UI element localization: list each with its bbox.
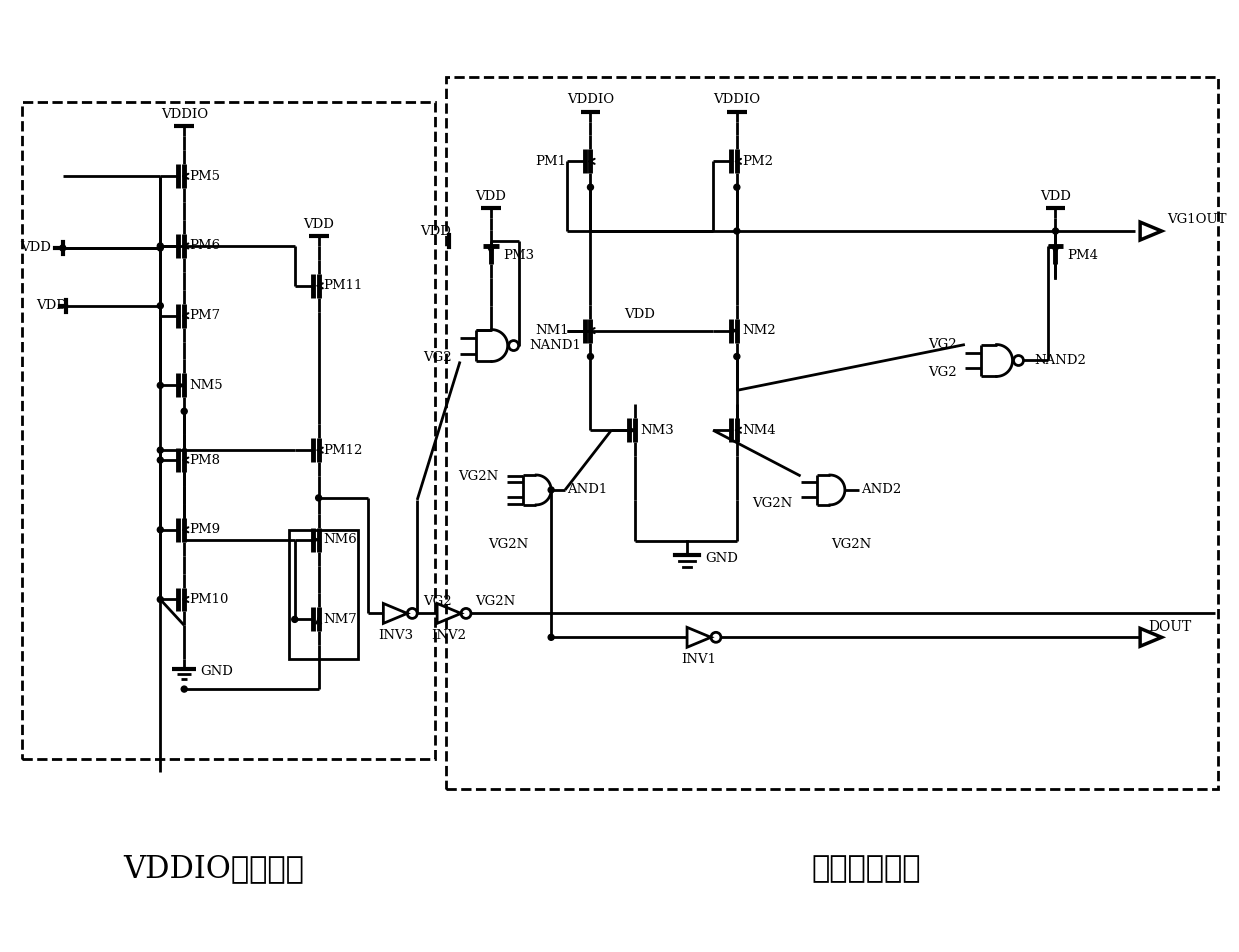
Text: VG1OUT: VG1OUT (1167, 212, 1227, 226)
Text: PM3: PM3 (503, 249, 534, 263)
Text: PM4: PM4 (1068, 249, 1099, 263)
Text: NAND1: NAND1 (529, 339, 581, 352)
Circle shape (181, 686, 187, 692)
Circle shape (291, 616, 297, 623)
Text: NM1: NM1 (535, 324, 570, 337)
Text: NM6: NM6 (323, 533, 357, 546)
Circle shape (157, 303, 164, 308)
Text: VG2N: VG2N (831, 538, 871, 551)
Circle shape (157, 447, 164, 453)
Text: NM7: NM7 (323, 613, 357, 625)
Circle shape (157, 597, 164, 603)
Text: PM5: PM5 (190, 169, 221, 183)
Circle shape (1052, 228, 1058, 234)
Text: PM1: PM1 (535, 155, 566, 168)
Text: NAND2: NAND2 (1035, 354, 1087, 367)
Circle shape (157, 457, 164, 463)
Bar (289, 529, 358, 659)
Text: INV3: INV3 (378, 629, 413, 642)
Text: VG2N: VG2N (488, 538, 528, 551)
Text: VDD: VDD (623, 308, 654, 321)
Bar (446, 77, 1218, 788)
Circle shape (733, 185, 740, 190)
Circle shape (548, 487, 554, 493)
Text: VDD: VDD (20, 242, 51, 254)
Circle shape (157, 526, 164, 533)
Text: VDD: VDD (36, 299, 67, 312)
Text: INV2: INV2 (431, 629, 467, 642)
Text: AND2: AND2 (861, 484, 901, 496)
Text: 电平转换电路: 电平转换电路 (812, 853, 921, 883)
Text: VG2N: VG2N (752, 497, 793, 510)
Text: DOUT: DOUT (1149, 621, 1191, 634)
Text: VG2: VG2 (424, 351, 452, 364)
Text: PM7: PM7 (190, 309, 221, 322)
Text: VDDIO: VDDIO (161, 108, 208, 121)
Circle shape (587, 353, 593, 360)
Text: NM4: NM4 (742, 424, 776, 437)
Text: VDD: VDD (1040, 189, 1070, 203)
Circle shape (59, 245, 66, 251)
Circle shape (181, 408, 187, 414)
Text: NM2: NM2 (742, 324, 776, 337)
Text: VG2N: VG2N (458, 469, 499, 483)
Text: VDDIO判断电路: VDDIO判断电路 (124, 853, 305, 883)
Text: PM8: PM8 (190, 453, 221, 466)
Circle shape (548, 634, 554, 641)
Text: VG2: VG2 (928, 366, 957, 379)
Text: PM2: PM2 (742, 155, 773, 168)
Text: VDD: VDD (420, 225, 451, 238)
Text: PM10: PM10 (190, 593, 228, 606)
Circle shape (157, 245, 164, 251)
Circle shape (157, 243, 164, 249)
Circle shape (587, 185, 593, 190)
Circle shape (733, 353, 740, 360)
Text: INV1: INV1 (681, 653, 716, 665)
Text: VDDIO: VDDIO (567, 93, 615, 106)
Circle shape (316, 495, 322, 501)
Text: NM3: NM3 (641, 424, 674, 437)
Text: VDDIO: VDDIO (714, 93, 761, 106)
Text: VG2: VG2 (424, 595, 452, 608)
Text: PM6: PM6 (190, 240, 221, 252)
Text: VDD: VDD (304, 218, 335, 230)
Circle shape (733, 228, 740, 234)
Text: PM9: PM9 (190, 524, 221, 536)
Text: VDD: VDD (476, 189, 507, 203)
Circle shape (157, 383, 164, 388)
Text: VG2: VG2 (928, 338, 957, 351)
Text: GND: GND (705, 552, 738, 565)
Text: GND: GND (201, 664, 233, 678)
Text: VG2N: VG2N (475, 595, 515, 608)
Text: PM12: PM12 (323, 444, 363, 457)
Bar (22, 102, 435, 759)
Text: PM11: PM11 (323, 279, 363, 292)
Text: AND1: AND1 (567, 484, 607, 496)
Text: NM5: NM5 (190, 379, 223, 392)
